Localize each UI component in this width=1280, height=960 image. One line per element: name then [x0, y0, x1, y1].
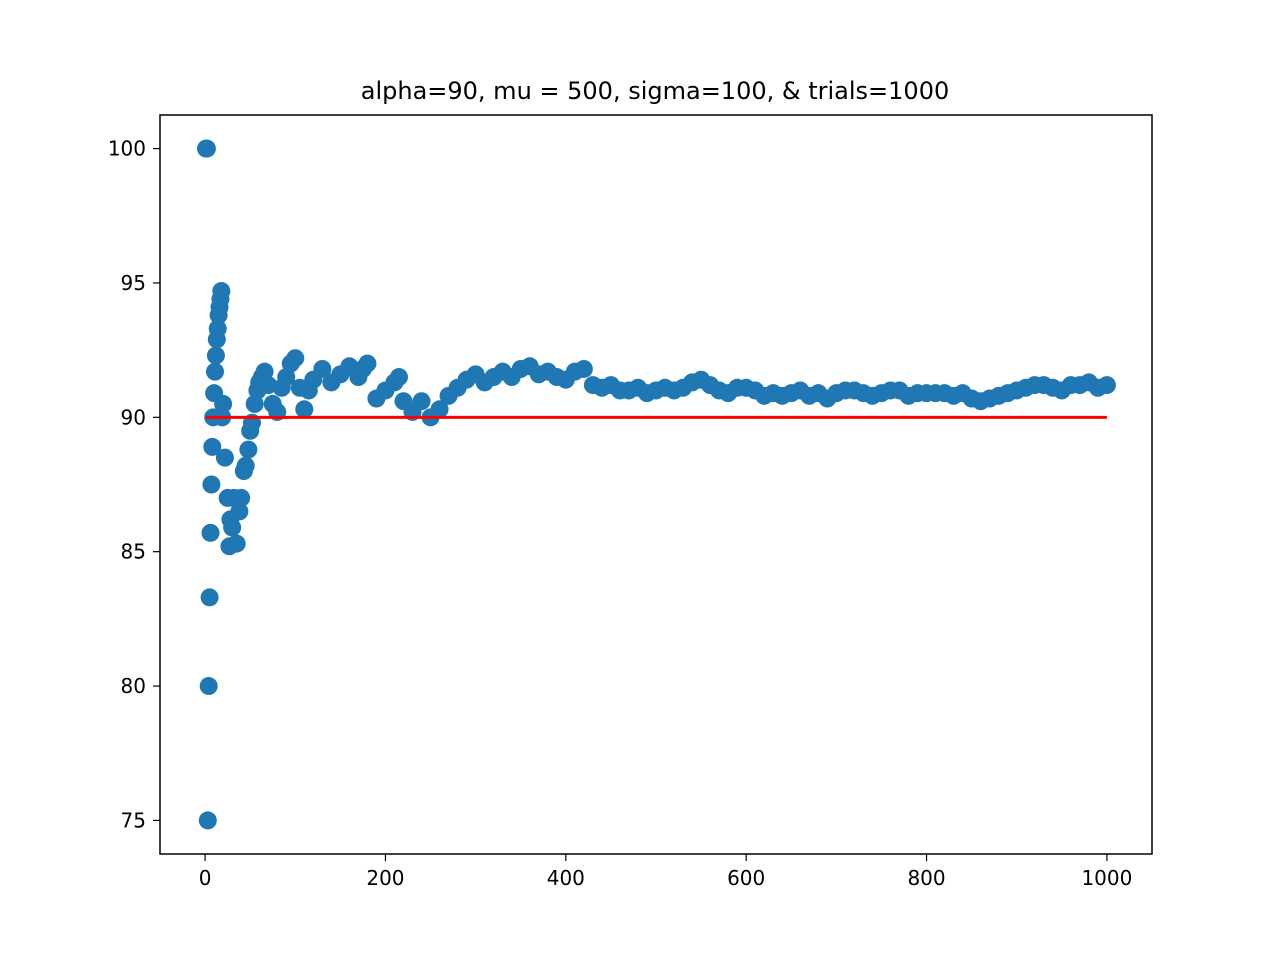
x-tick-label: 600 [727, 866, 765, 890]
x-axis: 0 200 400 600 800 1000 [199, 854, 1132, 890]
scatter-point [430, 400, 449, 419]
scatter-point [202, 475, 221, 494]
scatter-point [412, 392, 431, 411]
scatter-point [1097, 376, 1116, 395]
x-tick-label: 200 [366, 866, 404, 890]
scatter-point [230, 502, 249, 521]
scatter-point [197, 139, 216, 158]
scatter-point [232, 488, 251, 507]
y-tick-label: 95 [121, 271, 146, 295]
scatter-point [227, 534, 246, 553]
scatter-point [389, 368, 408, 387]
scatter-point [212, 282, 231, 301]
scatter-point [206, 346, 225, 365]
y-axis: 75 80 85 90 95 100 [108, 137, 160, 832]
y-tick-label: 75 [121, 808, 146, 832]
scatter-point [245, 394, 264, 413]
scatter-point [215, 448, 234, 467]
x-tick-label: 800 [907, 866, 945, 890]
scatter-point [203, 437, 222, 456]
y-tick-label: 85 [121, 540, 146, 564]
scatter-point [239, 440, 258, 459]
scatter-point [574, 359, 593, 378]
x-tick-label: 400 [547, 866, 585, 890]
y-tick-label: 80 [121, 674, 146, 698]
scatter-point [200, 588, 219, 607]
scatter-point [208, 319, 227, 338]
y-tick-label: 100 [108, 137, 146, 161]
chart-title: alpha=90, mu = 500, sigma=100, & trials=… [361, 77, 949, 105]
scatter-point [295, 400, 314, 419]
x-tick-label: 0 [199, 866, 212, 890]
axes-frame [159, 114, 1153, 855]
scatter-point [223, 518, 242, 537]
scatter-point [206, 362, 225, 381]
y-tick-label: 90 [121, 405, 146, 429]
scatter-point [259, 376, 278, 395]
plot-area [196, 139, 1116, 830]
scatter-series [196, 139, 1116, 830]
scatter-point [201, 523, 220, 542]
scatter-point [199, 677, 218, 696]
scatter-point [236, 456, 255, 475]
scatter-point [214, 394, 233, 413]
x-tick-label: 1000 [1081, 866, 1132, 890]
scatter-point [286, 349, 305, 368]
scatter-point [313, 359, 332, 378]
scatter-point [358, 354, 377, 373]
scatter-point [198, 811, 217, 830]
